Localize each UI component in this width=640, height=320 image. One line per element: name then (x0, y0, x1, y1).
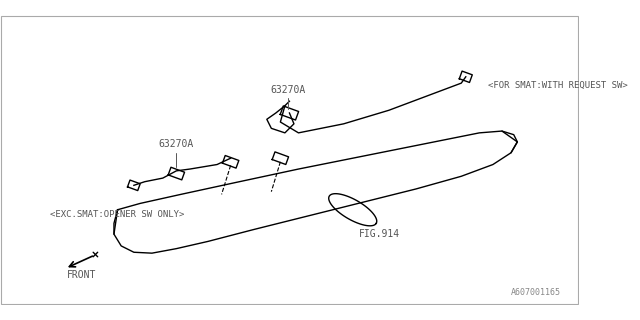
Text: FIG.914: FIG.914 (359, 229, 401, 239)
Text: 63270A: 63270A (159, 139, 194, 149)
Text: <FOR SMAT:WITH REQUEST SW>: <FOR SMAT:WITH REQUEST SW> (488, 81, 628, 90)
Text: FRONT: FRONT (67, 269, 96, 280)
Text: 63270A: 63270A (270, 85, 305, 95)
Text: <EXC.SMAT:OPENER SW ONLY>: <EXC.SMAT:OPENER SW ONLY> (50, 210, 184, 219)
Text: A607001165: A607001165 (511, 288, 561, 298)
